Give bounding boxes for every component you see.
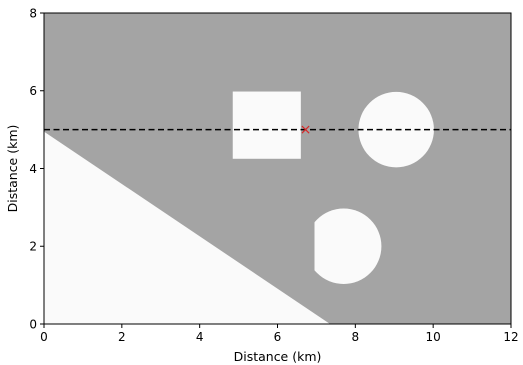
y-axis-label: Distance (km) xyxy=(5,125,20,213)
y-tick-label: 6 xyxy=(29,84,37,98)
source-marker xyxy=(301,125,310,134)
x-tick-label: 10 xyxy=(426,330,441,344)
square-region xyxy=(232,91,301,159)
x-tick-label: 0 xyxy=(40,330,48,344)
circle-region-lower xyxy=(314,208,382,284)
x-tick-label: 8 xyxy=(352,330,360,344)
y-tick-label: 8 xyxy=(29,6,37,20)
x-tick-label: 6 xyxy=(274,330,282,344)
x-axis-label: Distance (km) xyxy=(234,349,322,364)
y-tick-label: 0 xyxy=(29,317,37,331)
overlay-layer xyxy=(44,125,511,134)
triangle-region xyxy=(44,131,331,324)
x-tick-label: 4 xyxy=(196,330,204,344)
ticks: 0 2 4 6 8 10 12 0 2 4 6 8 xyxy=(29,6,518,344)
y-tick-label: 4 xyxy=(29,162,37,176)
x-tick-label: 2 xyxy=(118,330,126,344)
plot-area xyxy=(44,13,511,324)
x-tick-label: 12 xyxy=(503,330,518,344)
y-tick-label: 2 xyxy=(29,240,37,254)
